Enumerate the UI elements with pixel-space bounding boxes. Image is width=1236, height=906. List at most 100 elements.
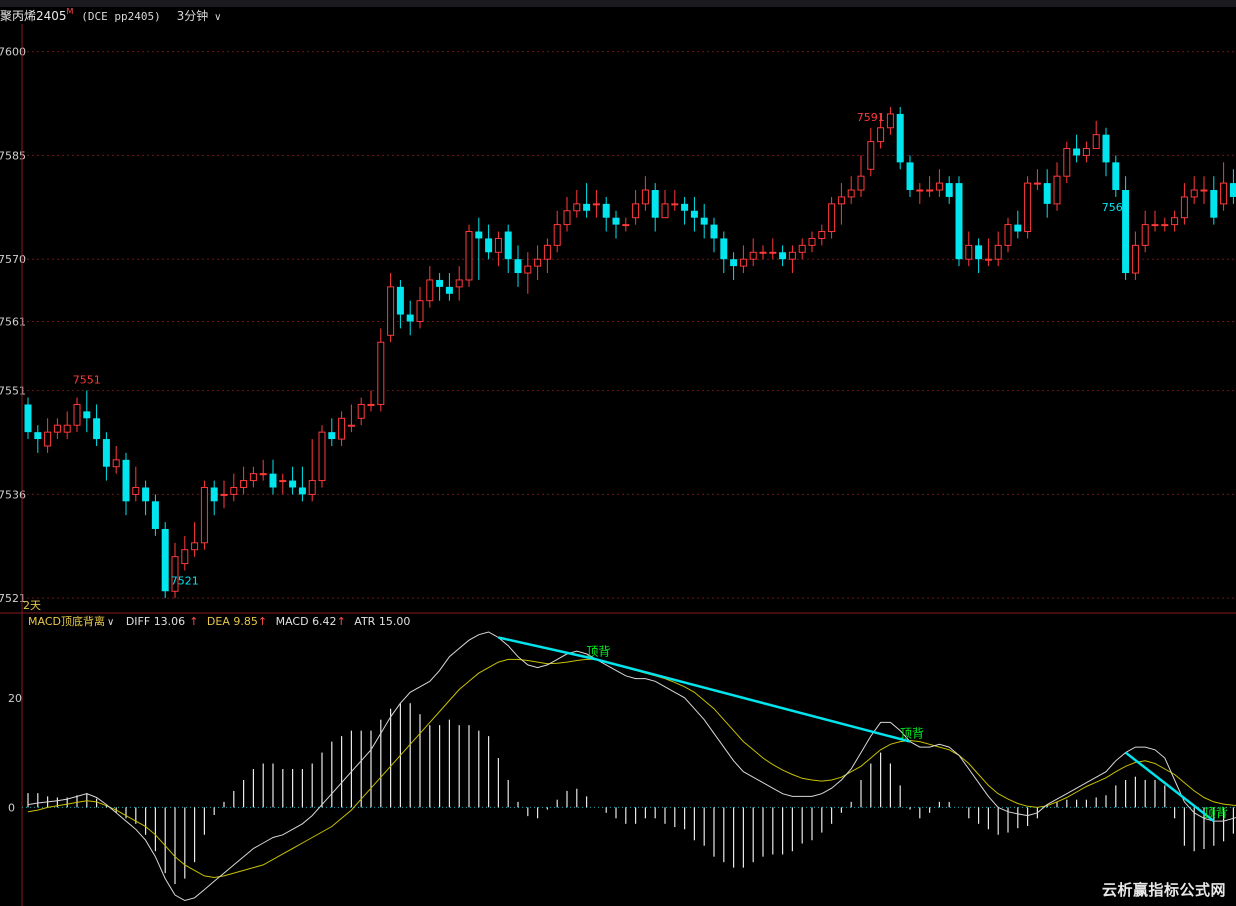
chevron-down-icon[interactable]: ∨ bbox=[214, 12, 222, 23]
main-contract-badge: M bbox=[66, 7, 74, 16]
candle bbox=[847, 176, 855, 204]
divergence-line bbox=[498, 636, 597, 661]
candle bbox=[1004, 217, 1012, 253]
candle bbox=[837, 183, 845, 225]
macd-histogram bbox=[27, 703, 1235, 885]
candle-body bbox=[622, 224, 630, 227]
candle bbox=[347, 404, 355, 433]
diff-line bbox=[27, 631, 1236, 902]
dea-line bbox=[27, 658, 1236, 879]
candle-body bbox=[690, 210, 698, 218]
candle bbox=[867, 127, 875, 177]
price-tick-label: 7561 bbox=[0, 315, 26, 328]
candle-body bbox=[837, 196, 845, 205]
candle-body bbox=[161, 528, 169, 592]
candle bbox=[553, 210, 561, 253]
candle bbox=[779, 245, 787, 267]
candle-body bbox=[181, 549, 189, 565]
candle-body bbox=[338, 417, 346, 440]
candle-body bbox=[877, 127, 885, 143]
candle-body bbox=[436, 279, 444, 287]
candle bbox=[210, 480, 218, 516]
candle-body bbox=[112, 459, 120, 468]
candle bbox=[543, 238, 551, 274]
candle bbox=[1112, 155, 1120, 197]
candle bbox=[455, 266, 463, 301]
dea-arrow: ↑ bbox=[257, 615, 268, 628]
candle-body bbox=[151, 501, 159, 529]
candle bbox=[632, 190, 640, 225]
candle-body bbox=[279, 480, 287, 483]
candle bbox=[896, 107, 904, 170]
candle bbox=[1180, 183, 1188, 225]
candle bbox=[769, 238, 777, 260]
candle-body bbox=[828, 203, 836, 233]
candle bbox=[622, 217, 630, 232]
macd-value: 6.42 bbox=[312, 615, 337, 628]
candle bbox=[710, 217, 718, 253]
candle-body bbox=[1220, 182, 1228, 205]
diff-value: 13.06 bbox=[153, 615, 186, 628]
atr-label: ATR bbox=[354, 615, 376, 628]
candle bbox=[161, 522, 169, 599]
indicator-name[interactable]: MACD顶底背离 bbox=[28, 615, 105, 628]
candle-body bbox=[975, 245, 983, 260]
candle bbox=[249, 466, 257, 488]
candle bbox=[1043, 169, 1051, 218]
instrument-title[interactable]: 聚丙烯2405 bbox=[0, 9, 67, 23]
candle-body bbox=[651, 190, 659, 218]
candle bbox=[328, 418, 336, 446]
candle bbox=[514, 245, 522, 287]
candle bbox=[416, 286, 424, 329]
candle bbox=[592, 190, 600, 218]
candle-body bbox=[543, 244, 551, 260]
candle-body bbox=[994, 244, 1002, 260]
candle bbox=[730, 252, 738, 280]
candle-body bbox=[1229, 183, 1236, 197]
price-grid bbox=[22, 51, 1236, 599]
candle-body bbox=[847, 189, 855, 198]
candle-body bbox=[494, 237, 502, 253]
candle-body bbox=[906, 162, 914, 191]
candle-body bbox=[122, 459, 130, 502]
candle bbox=[308, 439, 316, 502]
candle bbox=[122, 452, 130, 516]
candle bbox=[534, 245, 542, 280]
candle-body bbox=[641, 189, 649, 205]
candle-body bbox=[504, 231, 512, 260]
candle bbox=[220, 480, 228, 509]
candle bbox=[436, 273, 444, 301]
candle bbox=[573, 190, 581, 218]
candle bbox=[1092, 120, 1100, 150]
candle-body bbox=[249, 473, 257, 482]
candle bbox=[886, 107, 894, 135]
candle bbox=[387, 273, 395, 343]
candle bbox=[641, 176, 649, 211]
chevron-down-icon[interactable]: ∨ bbox=[106, 617, 115, 628]
diff-label: DIFF bbox=[125, 615, 151, 628]
candle bbox=[1171, 210, 1179, 232]
candle bbox=[494, 231, 502, 267]
candle bbox=[690, 196, 698, 232]
candle-body bbox=[396, 286, 404, 315]
candle-body bbox=[1210, 190, 1218, 218]
candle-body bbox=[367, 403, 375, 406]
divergence-line bbox=[596, 658, 911, 743]
candle bbox=[749, 238, 757, 267]
candle-body bbox=[534, 258, 542, 267]
candle-body bbox=[455, 279, 463, 288]
candle bbox=[818, 224, 826, 246]
price-annotation: 7567 bbox=[1102, 201, 1130, 214]
candle-body bbox=[1073, 148, 1081, 156]
candle-body bbox=[857, 175, 865, 191]
indicator-bar: MACD顶底背离 ∨ DIFF 13.06 ↑ DEA 9.85↑ MACD 6.4… bbox=[28, 614, 410, 630]
candle-body bbox=[171, 556, 179, 592]
period-selector[interactable]: 3分钟 bbox=[176, 9, 209, 23]
candle-body bbox=[289, 480, 297, 488]
candle bbox=[1220, 162, 1228, 211]
candle-body bbox=[710, 224, 718, 239]
candle bbox=[485, 224, 493, 260]
candle-body bbox=[867, 141, 875, 170]
